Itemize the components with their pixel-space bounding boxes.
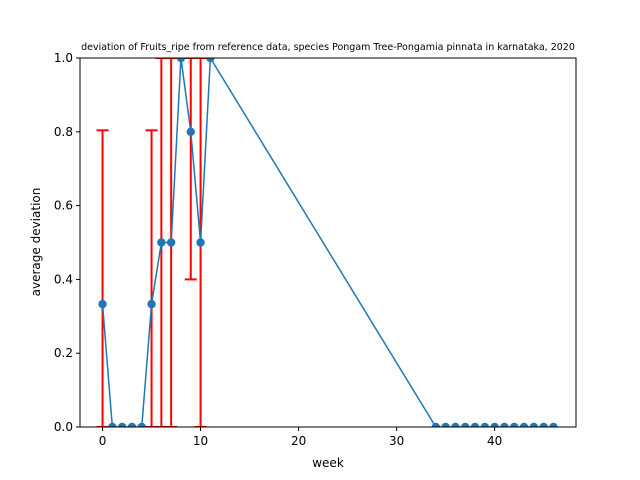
data-point: [519, 422, 529, 427]
data-point: [176, 58, 186, 63]
y-tick-label: 0.6: [54, 199, 73, 213]
data-point: [549, 422, 558, 427]
y-tick-label: 0.4: [54, 272, 73, 286]
data-point: [529, 422, 539, 427]
data-point: [431, 422, 441, 427]
data-point: [196, 238, 205, 247]
data-point: [490, 422, 499, 427]
data-point: [186, 127, 195, 136]
data-point: [147, 299, 156, 309]
data-point: [137, 422, 146, 427]
y-axis: 0.0 0.2 0.4 0.6 0.8 1.0: [54, 51, 80, 434]
data-point: [108, 422, 117, 427]
x-tick-label: 40: [487, 434, 502, 448]
data-point: [470, 422, 480, 427]
data-point: [117, 422, 127, 427]
data-point: [461, 422, 470, 427]
data-point: [441, 422, 450, 427]
error-bars: [96, 58, 207, 427]
x-tick-label: 30: [389, 434, 404, 448]
data-point: [166, 238, 176, 247]
plot-area: [96, 58, 558, 427]
data-point: [500, 422, 509, 427]
data-point: [157, 238, 166, 247]
y-tick-label: 1.0: [54, 51, 73, 65]
x-tick-label: 20: [291, 434, 306, 448]
data-point: [480, 422, 490, 427]
x-axis: 0 10 20 30 40: [99, 427, 502, 448]
y-tick-label: 0.2: [54, 346, 73, 360]
data-point: [451, 422, 460, 427]
x-axis-label: week: [312, 456, 344, 470]
y-tick-label: 0.0: [54, 420, 73, 434]
x-tick-label: 0: [99, 434, 107, 448]
axes-frame: [79, 57, 577, 428]
data-point: [539, 422, 548, 427]
data-point: [127, 422, 137, 427]
y-tick-label: 0.8: [54, 125, 73, 139]
chart-title: deviation of Fruits_ripe from reference …: [81, 42, 575, 53]
data-point: [98, 299, 107, 309]
data-point: [206, 58, 215, 63]
data-point: [510, 422, 519, 427]
x-tick-label: 10: [193, 434, 208, 448]
y-axis-label: average deviation: [29, 188, 43, 297]
